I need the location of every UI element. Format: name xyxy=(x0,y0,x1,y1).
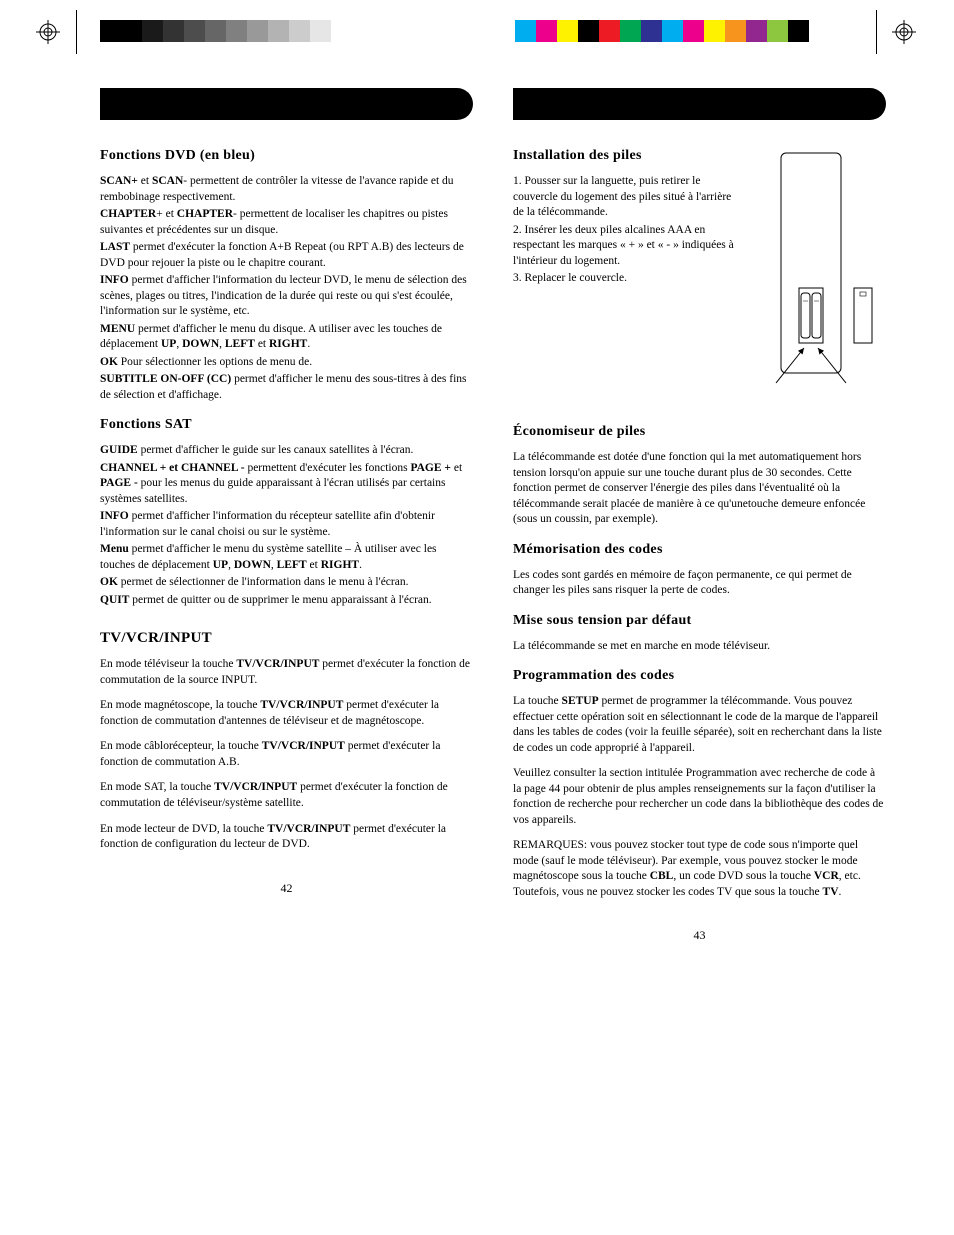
battery-diagram xyxy=(746,148,886,398)
heading-power: Mise sous tension par défaut xyxy=(513,613,886,629)
tvvcr-para: En mode câblorécepteur, la touche TV/VCR… xyxy=(100,739,473,770)
heading-mem: Mémorisation des codes xyxy=(513,542,886,558)
sat-line: CHANNEL + et CHANNEL - permettent d'exéc… xyxy=(100,461,473,508)
page-right: Installation des piles 1. Pousser sur la… xyxy=(513,88,886,943)
heading-prog: Programmation des codes xyxy=(513,668,886,684)
install-step: 1. Pousser sur la languette, puis retire… xyxy=(513,174,736,221)
vline-tl xyxy=(76,10,77,54)
dvd-line: OK Pour sélectionner les options de menu… xyxy=(100,355,473,371)
regmark-tl xyxy=(36,20,60,44)
sat-line: GUIDE permet d'afficher le guide sur les… xyxy=(100,443,473,459)
color-swatch-bar xyxy=(515,20,809,42)
tvvcr-para: En mode magnétoscope, la touche TV/VCR/I… xyxy=(100,698,473,729)
dvd-line: LAST permet d'exécuter la fonction A+B R… xyxy=(100,240,473,271)
install-step: 3. Replacer le couvercle. xyxy=(513,271,736,287)
sat-line: INFO permet d'afficher l'information du … xyxy=(100,509,473,540)
dvd-line: INFO permet d'afficher l'information du … xyxy=(100,273,473,320)
prog-para: Veuillez consulter la section intitulée … xyxy=(513,766,886,828)
gray-swatch-bar xyxy=(100,20,331,42)
heading-sat: Fonctions SAT xyxy=(100,417,473,433)
heading-econ: Économiseur de piles xyxy=(513,424,886,440)
regmark-tr xyxy=(892,20,916,44)
power-text: La télécommande se met en marche en mode… xyxy=(513,639,886,655)
dvd-line: SCAN+ et SCAN- permettent de contrôler l… xyxy=(100,174,473,205)
chapter-bar-right xyxy=(513,88,886,120)
econ-text: La télécommande est dotée d'une fonction… xyxy=(513,450,886,528)
heading-install: Installation des piles xyxy=(513,148,736,164)
tvvcr-para: En mode lecteur de DVD, la touche TV/VCR… xyxy=(100,822,473,853)
mem-text: Les codes sont gardés en mémoire de faço… xyxy=(513,568,886,599)
dvd-line: SUBTITLE ON-OFF (CC) permet d'afficher l… xyxy=(100,372,473,403)
heading-tvvcr: TV/VCR/INPUT xyxy=(100,630,473,647)
install-step: 2. Insérer les deux piles alcalines AAA … xyxy=(513,223,736,270)
sat-line: OK permet de sélectionner de l'informati… xyxy=(100,575,473,591)
prog-para: REMARQUES: vous pouvez stocker tout type… xyxy=(513,838,886,900)
chapter-bar-left xyxy=(100,88,473,120)
page-number-left: 42 xyxy=(100,881,473,896)
heading-dvd: Fonctions DVD (en bleu) xyxy=(100,148,473,164)
tvvcr-para: En mode téléviseur la touche TV/VCR/INPU… xyxy=(100,657,473,688)
vline-tr xyxy=(876,10,877,54)
sat-line: Menu permet d'afficher le menu du systèm… xyxy=(100,542,473,573)
prog-para: La touche SETUP permet de programmer la … xyxy=(513,694,886,756)
sat-line: QUIT permet de quitter ou de supprimer l… xyxy=(100,593,473,609)
page-number-right: 43 xyxy=(513,928,886,943)
page-left: Fonctions DVD (en bleu) SCAN+ et SCAN- p… xyxy=(100,88,473,943)
tvvcr-para: En mode SAT, la touche TV/VCR/INPUT perm… xyxy=(100,780,473,811)
dvd-line: MENU permet d'afficher le menu du disque… xyxy=(100,322,473,353)
dvd-line: CHAPTER+ et CHAPTER- permettent de local… xyxy=(100,207,473,238)
